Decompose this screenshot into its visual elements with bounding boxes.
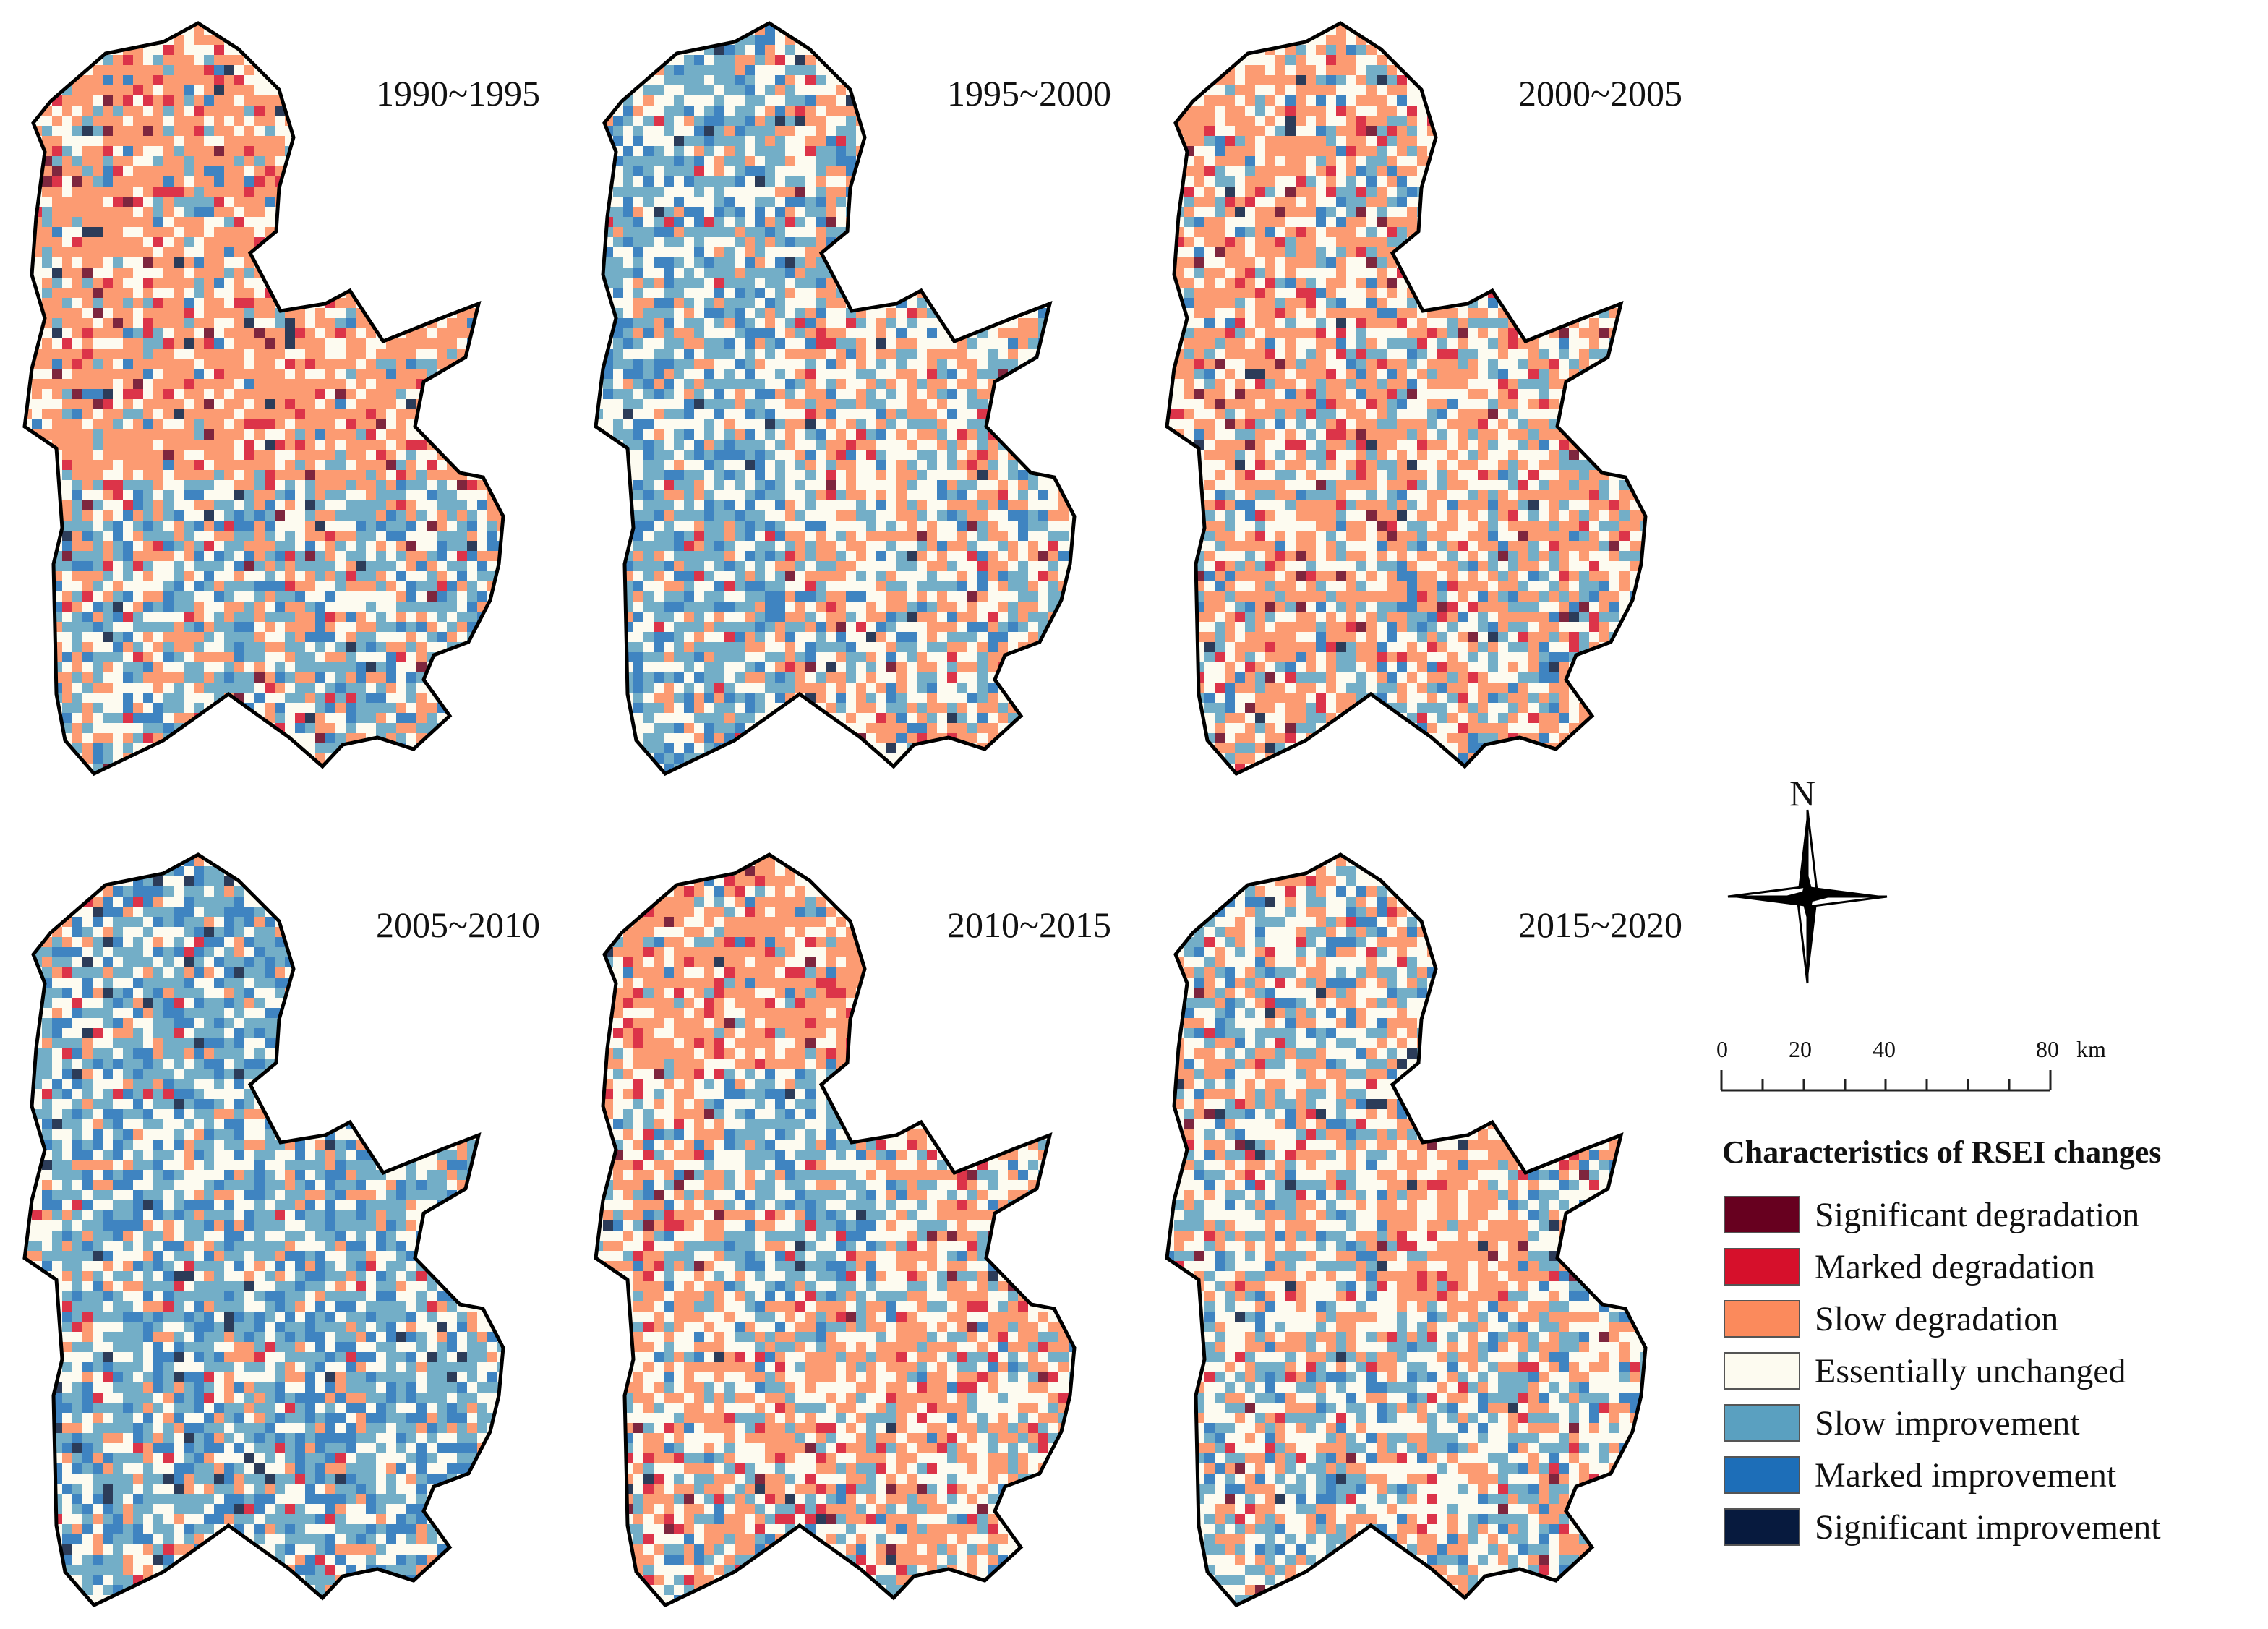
legend-title: Characteristics of RSEI changes xyxy=(1722,1134,2162,1170)
rsei-change-raster xyxy=(596,855,1074,1605)
period-label: 1995~2000 xyxy=(947,73,1112,114)
legend-swatch xyxy=(1724,1404,1800,1442)
legend-item: Slow degradation xyxy=(1724,1299,2058,1339)
region-map xyxy=(594,852,1077,1608)
map-panel-4: 2005~2010 xyxy=(22,846,571,1627)
rsei-change-raster xyxy=(25,855,503,1605)
scale-bar xyxy=(1720,1070,2052,1092)
scale-label-40: 40 xyxy=(1873,1036,1896,1062)
legend-item: Significant degradation xyxy=(1724,1194,2139,1235)
legend-label: Essentially unchanged xyxy=(1815,1351,2126,1390)
region-boundary xyxy=(1165,21,1648,777)
legend-item: Slow improvement xyxy=(1724,1403,2080,1443)
scale-unit: km xyxy=(2076,1036,2106,1062)
period-label: 2010~2015 xyxy=(947,905,1112,945)
legend-item: Marked improvement xyxy=(1724,1455,2116,1495)
legend-label: Marked improvement xyxy=(1815,1455,2117,1495)
scale-label-20: 20 xyxy=(1789,1036,1812,1062)
period-label: 2000~2005 xyxy=(1518,73,1683,114)
rsei-change-raster xyxy=(1167,855,1646,1605)
scale-label-0: 0 xyxy=(1716,1036,1728,1062)
legend-item: Essentially unchanged xyxy=(1724,1351,2126,1391)
legend-label: Slow improvement xyxy=(1815,1403,2080,1442)
rsei-change-raster xyxy=(1167,23,1646,774)
legend-swatch xyxy=(1724,1456,1800,1494)
map-panel-3: 2000~2005 xyxy=(1164,14,1713,795)
legend-label: Slow degradation xyxy=(1815,1299,2059,1338)
north-label: N xyxy=(1789,773,1816,813)
legend-swatch xyxy=(1724,1196,1800,1233)
region-map xyxy=(22,852,505,1608)
region-boundary xyxy=(1165,852,1648,1608)
region-map xyxy=(1165,21,1648,777)
region-map xyxy=(594,21,1077,777)
legend-swatch xyxy=(1724,1248,1800,1286)
legend-label: Marked degradation xyxy=(1815,1247,2095,1286)
legend-label: Significant improvement xyxy=(1815,1508,2161,1547)
period-label: 2005~2010 xyxy=(376,905,541,945)
legend-swatch xyxy=(1724,1300,1800,1338)
map-panel-5: 2010~2015 xyxy=(593,846,1142,1627)
compass-rose-icon xyxy=(1727,809,1888,984)
rsei-change-raster xyxy=(596,23,1074,774)
region-boundary xyxy=(594,852,1077,1608)
rsei-change-raster xyxy=(25,23,503,774)
map-panel-6: 2015~2020 xyxy=(1164,846,1713,1627)
period-label: 1990~1995 xyxy=(376,73,541,114)
region-map xyxy=(1165,852,1648,1608)
region-map xyxy=(22,21,505,777)
region-boundary xyxy=(22,21,505,777)
legend-label: Significant degradation xyxy=(1815,1195,2140,1234)
legend-swatch xyxy=(1724,1508,1800,1546)
legend-item: Marked degradation xyxy=(1724,1247,2095,1287)
map-panel-1: 1990~1995 xyxy=(22,14,571,795)
region-boundary xyxy=(594,21,1077,777)
scale-label-80: 80 xyxy=(2036,1036,2059,1062)
region-boundary xyxy=(22,852,505,1608)
legend-swatch xyxy=(1724,1352,1800,1390)
map-panel-2: 1995~2000 xyxy=(593,14,1142,795)
period-label: 2015~2020 xyxy=(1518,905,1683,945)
legend-item: Significant improvement xyxy=(1724,1507,2161,1547)
